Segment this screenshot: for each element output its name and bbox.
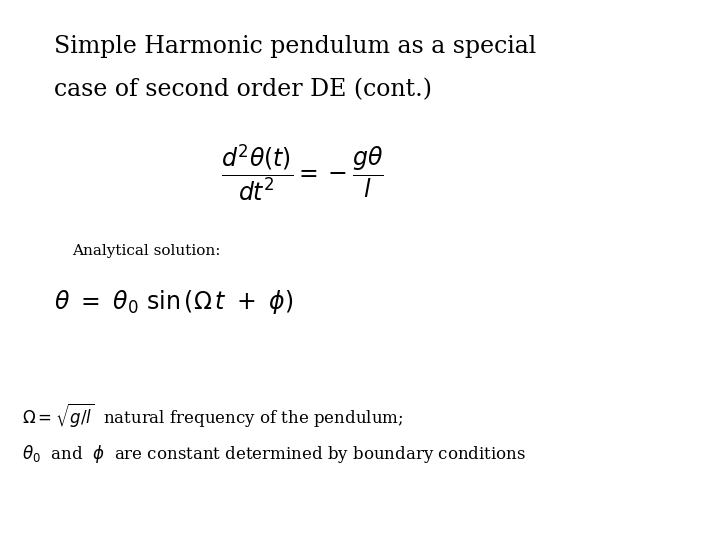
Text: Simple Harmonic pendulum as a special: Simple Harmonic pendulum as a special	[54, 35, 536, 58]
Text: $\Omega = \sqrt{g/l}$  natural frequency of the pendulum;: $\Omega = \sqrt{g/l}$ natural frequency …	[22, 402, 403, 430]
Text: $\theta_0$  and  $\phi$  are constant determined by boundary conditions: $\theta_0$ and $\phi$ are constant deter…	[22, 443, 526, 464]
Text: Analytical solution:: Analytical solution:	[72, 244, 220, 258]
Text: $\dfrac{d^2\theta(t)}{dt^2} = -\dfrac{g\theta}{l}$: $\dfrac{d^2\theta(t)}{dt^2} = -\dfrac{g\…	[221, 143, 384, 203]
Text: case of second order DE (cont.): case of second order DE (cont.)	[54, 78, 432, 102]
Text: $\theta \ = \ \theta_0 \ \mathrm{sin}\,(\Omega\, t \ + \ \phi)$: $\theta \ = \ \theta_0 \ \mathrm{sin}\,(…	[54, 288, 293, 316]
